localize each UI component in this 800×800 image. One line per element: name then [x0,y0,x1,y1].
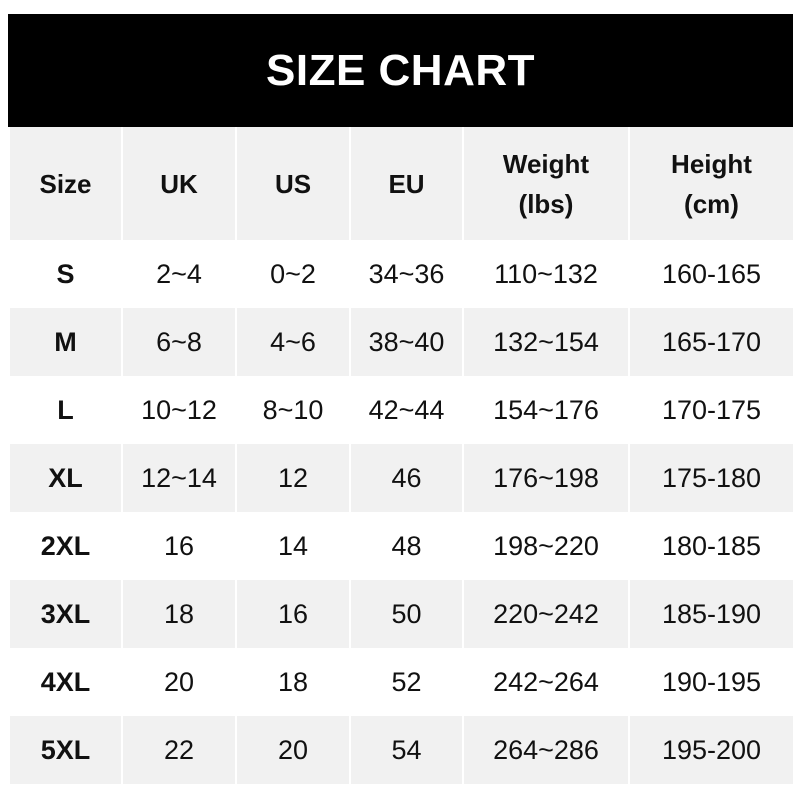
cell-eu: 46 [349,444,464,512]
cell-uk: 22 [121,716,237,784]
header-row: Size UK US EU Weight (lbs) Height (cm) [8,127,795,240]
cell-us: 0~2 [235,240,351,308]
header-eu: EU [349,127,464,240]
cell-size: 4XL [8,648,123,716]
table-row: 2XL 16 14 48 198~220 180-185 [8,512,795,580]
cell-size: XL [8,444,123,512]
cell-eu: 42~44 [349,376,464,444]
cell-us: 4~6 [235,308,351,376]
header-label: (cm) [684,188,739,219]
cell-height: 180-185 [628,512,795,580]
size-table: Size UK US EU Weight (lbs) Height (cm) S 2~4 0~2 3… [8,127,795,784]
cell-size: M [8,308,123,376]
table-row: S 2~4 0~2 34~36 110~132 160-165 [8,240,795,308]
cell-weight: 176~198 [462,444,630,512]
cell-size: L [8,376,123,444]
cell-weight: 264~286 [462,716,630,784]
cell-uk: 10~12 [121,376,237,444]
cell-weight: 110~132 [462,240,630,308]
table-row: XL 12~14 12 46 176~198 175-180 [8,444,795,512]
cell-us: 12 [235,444,351,512]
header-weight: Weight (lbs) [462,127,630,240]
cell-uk: 2~4 [121,240,237,308]
table-row: 4XL 20 18 52 242~264 190-195 [8,648,795,716]
cell-size: 2XL [8,512,123,580]
cell-weight: 154~176 [462,376,630,444]
header-us: US [235,127,351,240]
header-label: Height [671,148,752,179]
table-row: M 6~8 4~6 38~40 132~154 165-170 [8,308,795,376]
header-label: UK [160,168,198,199]
cell-height: 190-195 [628,648,795,716]
cell-eu: 54 [349,716,464,784]
cell-eu: 52 [349,648,464,716]
size-chart-title: SIZE CHART [8,14,793,127]
header-label: EU [388,168,425,199]
cell-height: 160-165 [628,240,795,308]
header-size: Size [8,127,123,240]
header-label: Size [39,168,92,199]
cell-size: S [8,240,123,308]
cell-us: 14 [235,512,351,580]
cell-us: 20 [235,716,351,784]
header-label: (lbs) [518,188,574,219]
cell-height: 175-180 [628,444,795,512]
cell-weight: 132~154 [462,308,630,376]
header-label: US [274,168,312,199]
cell-us: 18 [235,648,351,716]
cell-eu: 34~36 [349,240,464,308]
cell-height: 185-190 [628,580,795,648]
header-height: Height (cm) [628,127,795,240]
table-row: L 10~12 8~10 42~44 154~176 170-175 [8,376,795,444]
cell-height: 195-200 [628,716,795,784]
header-label: Weight [502,148,590,179]
cell-uk: 20 [121,648,237,716]
header-uk: UK [121,127,237,240]
cell-uk: 16 [121,512,237,580]
cell-size: 3XL [8,580,123,648]
cell-weight: 198~220 [462,512,630,580]
cell-size: 5XL [8,716,123,784]
cell-uk: 18 [121,580,237,648]
cell-weight: 220~242 [462,580,630,648]
cell-us: 16 [235,580,351,648]
cell-uk: 12~14 [121,444,237,512]
cell-us: 8~10 [235,376,351,444]
cell-eu: 38~40 [349,308,464,376]
cell-weight: 242~264 [462,648,630,716]
cell-uk: 6~8 [121,308,237,376]
cell-eu: 50 [349,580,464,648]
cell-height: 170-175 [628,376,795,444]
cell-height: 165-170 [628,308,795,376]
cell-eu: 48 [349,512,464,580]
table-row: 5XL 22 20 54 264~286 195-200 [8,716,795,784]
table-row: 3XL 18 16 50 220~242 185-190 [8,580,795,648]
